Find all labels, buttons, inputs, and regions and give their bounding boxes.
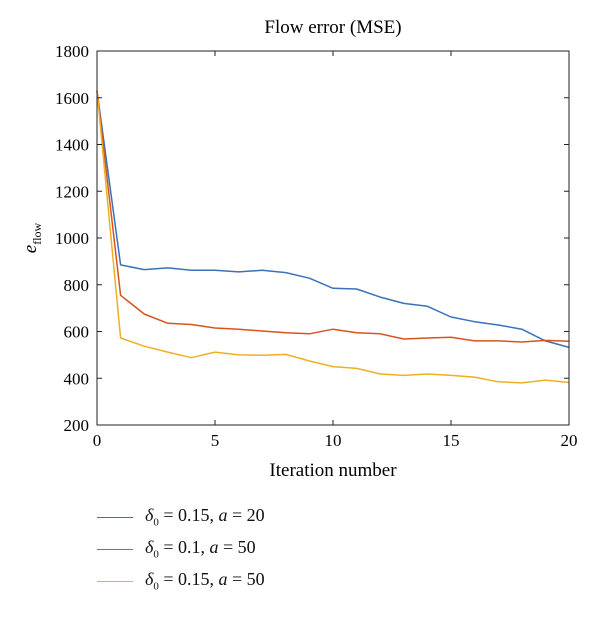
y-tick-label: 1000: [55, 229, 89, 248]
x-tick-label: 15: [443, 431, 460, 450]
y-tick-label: 600: [64, 323, 90, 342]
plot-area: 0 5 10 15 20 200 400 600 800 1000 1200 1400 1600 1800: [55, 42, 578, 450]
y-tick-label: 1200: [55, 182, 89, 201]
legend-item: δ0 = 0.1, a = 50: [97, 532, 397, 564]
chart-title: Flow error (MSE): [264, 17, 401, 38]
legend-item: δ0 = 0.15, a = 50: [97, 564, 397, 596]
y-tick-label: 1800: [55, 42, 89, 61]
legend-item: δ0 = 0.15, a = 20: [97, 500, 397, 532]
y-tick-label: 200: [64, 416, 90, 435]
legend-label: δ0 = 0.15, a = 50: [145, 569, 265, 593]
x-tick-label: 0: [93, 431, 102, 450]
x-tick-label: 5: [211, 431, 220, 450]
series-line-3: [96, 90, 570, 384]
y-tick-label: 1600: [55, 89, 89, 108]
series-line-1: [96, 90, 570, 349]
y-axis-label-main: e: [20, 245, 41, 253]
legend-swatch: [97, 517, 133, 518]
y-tick-label: 800: [64, 276, 90, 295]
y-axis-label-sub: flow: [30, 222, 44, 244]
series-line-2: [96, 90, 570, 343]
y-tick-label: 1400: [55, 136, 89, 155]
y-axis-label: eflow: [20, 222, 44, 253]
legend: δ0 = 0.15, a = 20 δ0 = 0.1, a = 50 δ0 = …: [97, 500, 397, 596]
legend-swatch: [97, 581, 133, 582]
x-tick-label: 20: [561, 431, 578, 450]
line-chart: Flow error (MSE) 0 5 10 15 20 200 400 600 800 100…: [20, 17, 578, 481]
legend-label: δ0 = 0.15, a = 20: [145, 505, 265, 529]
legend-label: δ0 = 0.1, a = 50: [145, 537, 256, 561]
x-axis-label: Iteration number: [269, 460, 397, 481]
x-tick-label: 10: [325, 431, 342, 450]
y-tick-label: 400: [64, 369, 90, 388]
legend-swatch: [97, 549, 133, 550]
plot-frame: [96, 50, 570, 426]
